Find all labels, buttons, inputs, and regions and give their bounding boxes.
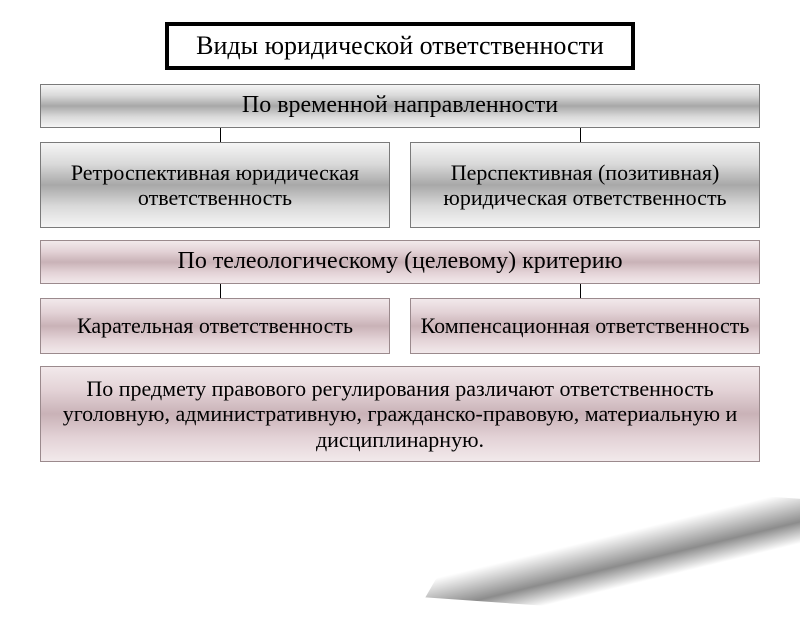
section2-heading: По телеологическому (целевому) критерию: [40, 240, 760, 284]
footer-box: По предмету правового регулирования разл…: [40, 366, 760, 462]
section1-heading: По временной направленности: [40, 84, 760, 128]
connector-leg: [220, 128, 221, 142]
decorative-shadow: [425, 477, 800, 622]
connector-leg: [220, 284, 221, 298]
section1-right-box: Перспективная (позитивная) юридическая о…: [410, 142, 760, 228]
connector-leg: [580, 284, 581, 298]
connector-leg: [580, 128, 581, 142]
connector-section1: [40, 128, 760, 142]
section2-left-box: Карательная ответственность: [40, 298, 390, 354]
section1-left-box: Ретроспективная юридическая ответственно…: [40, 142, 390, 228]
diagram-title: Виды юридической ответственности: [165, 22, 635, 70]
section2-children: Карательная ответственность Компенсацион…: [40, 298, 760, 354]
section2-right-box: Компенсационная ответственность: [410, 298, 760, 354]
section1-children: Ретроспективная юридическая ответственно…: [40, 142, 760, 228]
connector-section2: [40, 284, 760, 298]
diagram-container: Виды юридической ответственности По врем…: [0, 0, 800, 600]
